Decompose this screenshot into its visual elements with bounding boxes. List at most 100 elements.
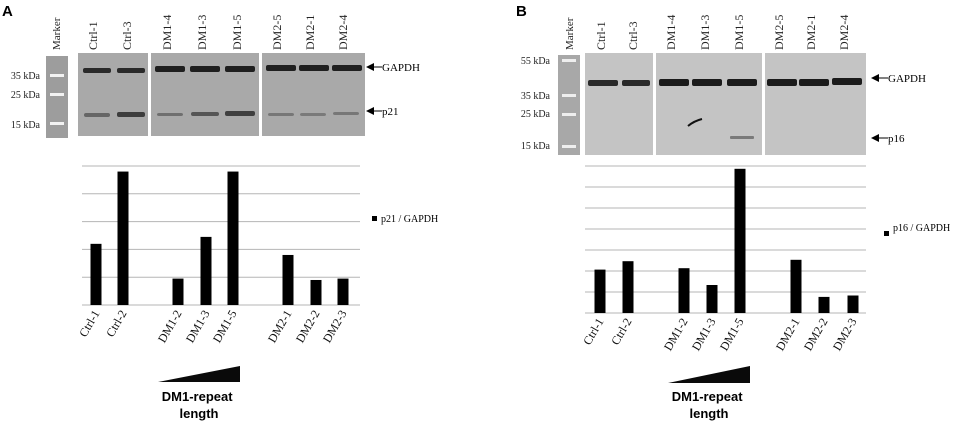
legend-a: p21 / GAPDH [372, 214, 438, 225]
gapdh-band [727, 79, 757, 86]
marker-band [562, 113, 576, 116]
lane-label: DM1-3 [698, 15, 712, 50]
lane-label: DM1-5 [732, 15, 746, 50]
lane-label: DM2-1 [804, 15, 818, 50]
kda-label: 15 kDa [521, 141, 551, 152]
bar [227, 171, 239, 305]
legend-swatch [372, 216, 377, 221]
lane-label: Ctrl-3 [626, 21, 640, 50]
lane-label: DM1-5 [230, 15, 244, 50]
bar [790, 259, 802, 313]
bar [594, 269, 606, 313]
lane-label: Ctrl-1 [86, 21, 100, 50]
arrow-left-icon [871, 74, 879, 82]
gapdh-band [332, 65, 362, 71]
category-label: DM1-3 [183, 308, 213, 346]
repeat-length-label: DM1-repeat length [162, 389, 236, 421]
category-label: DM2-2 [293, 308, 323, 346]
gapdh-band [799, 79, 829, 86]
bar [337, 278, 349, 305]
blot-b [585, 53, 866, 155]
p21-band [191, 112, 219, 116]
gapdh-band [155, 66, 185, 72]
marker-band [562, 94, 576, 97]
blot-artifact [687, 118, 703, 127]
legend-swatch [884, 231, 889, 236]
marker-lane-b [558, 55, 580, 155]
category-label: DM1-5 [210, 308, 240, 346]
p21-band [117, 112, 145, 117]
lane-labels-a: Ctrl-1 Ctrl-3 DM1-4 DM1-3 DM1-5 DM2-5 DM2-1 DM2… [86, 15, 350, 50]
blot-segment [656, 53, 762, 155]
legend-b: p16 / GAPDH [884, 223, 950, 236]
blot-a [78, 53, 365, 136]
marker-lane-a [46, 56, 68, 138]
lane-labels-b: Ctrl-1 Ctrl-3 DM1-4 DM1-3 DM1-5 DM2-5 DM2-1 DM2… [594, 15, 851, 50]
bar [622, 261, 634, 313]
p21-band [225, 111, 255, 116]
repeat-length-label: DM1-repeat length [672, 389, 746, 421]
legend-label: p21 / GAPDH [381, 214, 438, 225]
repeat-length-wedge [668, 366, 750, 383]
gapdh-band [266, 65, 296, 71]
gapdh-band [117, 68, 145, 73]
gapdh-band [767, 79, 797, 86]
category-label: Ctrl-2 [103, 308, 129, 340]
blot-segment [151, 53, 259, 136]
gapdh-band [83, 68, 111, 73]
gapdh-band [190, 66, 220, 72]
kda-label: 25 kDa [521, 109, 551, 120]
panel-b-letter: B [516, 3, 527, 20]
lane-label: DM2-4 [837, 15, 851, 50]
bar [282, 254, 294, 305]
lane-label: DM2-5 [772, 15, 786, 50]
marker-label: Marker [51, 17, 63, 50]
bar [847, 295, 859, 313]
gapdh-arrow-a: GAPDH [366, 62, 420, 74]
lane-label: DM2-4 [336, 15, 350, 50]
p16-arrow-label: p16 [888, 133, 905, 145]
bar [117, 171, 129, 305]
blot-segment [78, 53, 148, 136]
legend-label: p16 / GAPDH [893, 223, 950, 234]
category-label: DM1-5 [717, 316, 747, 354]
lane-label: DM2-1 [303, 15, 317, 50]
category-label: DM2-3 [830, 316, 860, 354]
p21-band [333, 112, 359, 115]
kda-label: 15 kDa [11, 120, 41, 131]
category-label: DM2-2 [801, 316, 831, 354]
kda-label: 25 kDa [11, 90, 41, 101]
marker-band [50, 122, 64, 125]
kda-label: 55 kDa [521, 56, 551, 67]
arrow-left-icon [871, 134, 879, 142]
category-label: Ctrl-2 [608, 316, 634, 348]
marker-label: Marker [564, 17, 576, 50]
p21-arrow-a: p21 [366, 106, 399, 118]
bar [818, 296, 830, 313]
blot-segment [765, 53, 866, 155]
panel-a: A [2, 3, 438, 421]
category-label: DM1-3 [689, 316, 719, 354]
p16-arrow-b: p16 [871, 133, 905, 145]
blot-segment [585, 53, 653, 155]
repeat-length-wedge [158, 366, 240, 382]
p21-band [84, 113, 110, 117]
lane-label: Ctrl-1 [594, 21, 608, 50]
p21-band [157, 113, 183, 116]
bar [200, 236, 212, 305]
gapdh-band [659, 79, 689, 86]
lane-label: DM2-5 [270, 15, 284, 50]
category-label: Ctrl-1 [76, 308, 102, 340]
marker-band [562, 59, 576, 62]
bar [706, 285, 718, 313]
lane-label: DM1-3 [195, 15, 209, 50]
category-label: DM2-3 [320, 308, 350, 346]
p21-band [268, 113, 294, 116]
lane-label: Ctrl-3 [120, 21, 134, 50]
bar [678, 268, 690, 313]
category-label: DM2-1 [265, 308, 295, 346]
lane-label: DM1-4 [160, 15, 174, 50]
